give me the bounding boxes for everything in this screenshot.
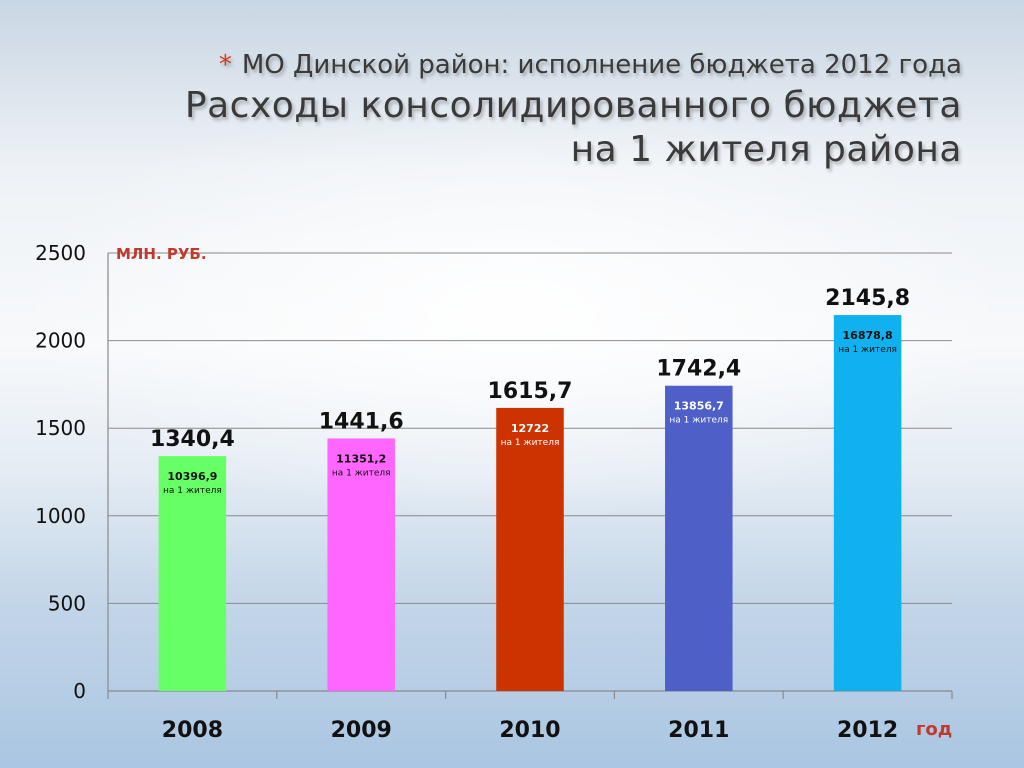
x-tick-label: 2008 — [162, 718, 223, 743]
y-tick-label: 2000 — [35, 329, 86, 353]
per-capita-caption: на 1 жителя — [332, 468, 391, 478]
bar-value-label: 1441,6 — [319, 409, 404, 434]
per-capita-value: 12722 — [511, 422, 549, 435]
y-unit-label: МЛН. РУБ. — [116, 245, 207, 263]
per-capita-caption: на 1 жителя — [669, 416, 728, 426]
x-tick-label: 2009 — [331, 718, 392, 743]
bar-value-label: 1615,7 — [488, 379, 573, 404]
bar-2008 — [158, 456, 227, 691]
bar-2009 — [327, 438, 395, 691]
title-line-3: на 1 жителя района — [570, 129, 962, 170]
title-bullet: * — [218, 50, 232, 80]
bar-2012 — [833, 315, 902, 691]
x-unit-label: год — [916, 719, 952, 740]
y-tick-label: 1500 — [35, 416, 86, 440]
x-tick-label: 2011 — [668, 718, 729, 743]
x-tick-label: 2012 — [837, 718, 898, 743]
per-capita-value: 10396,9 — [167, 470, 217, 483]
per-capita-caption: на 1 жителя — [163, 486, 222, 496]
bar-value-label: 1340,4 — [150, 427, 235, 452]
axes: 0 500 1000 1500 2000 2500 2008 2009 2010 2011 2012 — [35, 241, 953, 743]
x-tick-label: 2010 — [499, 718, 560, 743]
slide-title: * МО Динской район: исполнение бюджета 20… — [62, 46, 962, 172]
per-capita-caption: на 1 жителя — [838, 345, 897, 355]
y-tick-label: 2500 — [35, 241, 86, 265]
bar-value-label: 2145,8 — [825, 286, 910, 311]
title-line-2: Расходы консолидированного бюджета — [184, 85, 962, 126]
y-tick-label: 500 — [48, 591, 86, 615]
per-capita-caption: на 1 жителя — [501, 438, 560, 448]
title-line-1-text: МО Динской район: исполнение бюджета 201… — [241, 50, 962, 80]
title-line-1: * МО Динской район: исполнение бюджета 20… — [62, 46, 962, 84]
bar-2011 — [665, 385, 733, 691]
bar-2010 — [496, 407, 564, 691]
y-tick-label: 0 — [73, 679, 86, 703]
per-capita-value: 11351,2 — [336, 452, 386, 465]
per-capita-value: 16878,8 — [843, 329, 893, 342]
bar-value-label: 1742,4 — [656, 357, 741, 382]
bars: 1340,4 10396,9 на 1 жителя 1441,6 11351,2 на … — [150, 286, 910, 691]
y-tick-label: 1000 — [35, 504, 86, 528]
per-capita-value: 13856,7 — [674, 400, 724, 413]
